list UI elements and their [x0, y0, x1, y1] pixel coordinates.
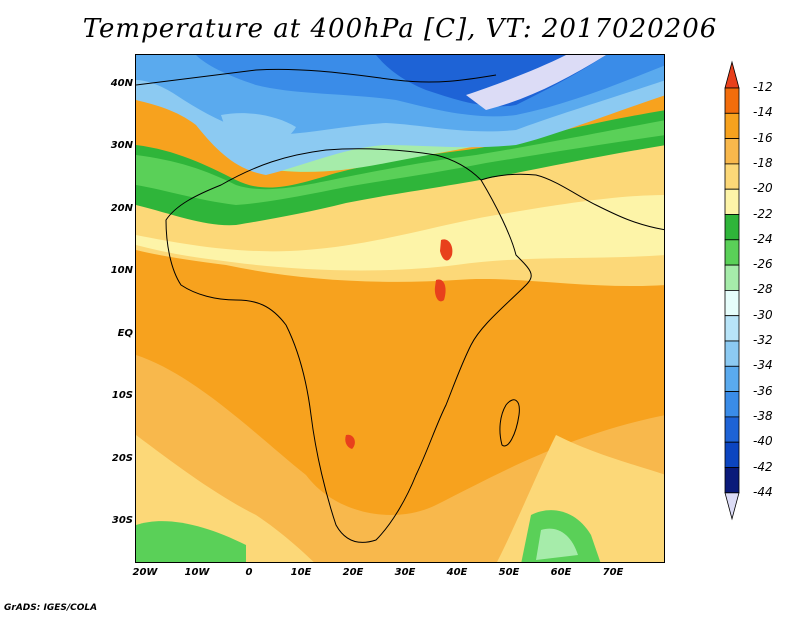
colorbar-max-arrow — [724, 60, 740, 89]
arabia-coast — [480, 173, 664, 231]
colorbar-swatch — [724, 138, 740, 165]
lat-label-30s: 30S — [111, 515, 133, 526]
colorbar — [724, 60, 740, 521]
lon-label-0: 0 — [245, 567, 253, 578]
map-title: Temperature at 400hPa [C], VT: 201702020… — [82, 14, 718, 44]
colorbar-min-arrow — [724, 492, 740, 521]
north-pale-band — [136, 195, 664, 271]
lat-label-10n: 10N — [110, 265, 133, 276]
lon-label-50e: 50E — [498, 567, 520, 578]
coastlines — [136, 68, 664, 543]
lat-label-40n: 40N — [110, 78, 133, 89]
footer-credit: GrADS: IGES/COLA — [4, 603, 98, 613]
colorbar-level-label: -26 — [753, 257, 773, 272]
temperature-map — [135, 54, 665, 563]
lon-label-20e: 20E — [342, 567, 364, 578]
colorbar-level-label: -18 — [753, 155, 773, 170]
lon-label-10w: 10W — [184, 567, 210, 578]
sw-green-patch — [136, 521, 246, 562]
colorbar-level-label: -20 — [753, 181, 773, 196]
colorbar-level-label: -32 — [753, 333, 773, 347]
lon-label-30e: 30E — [394, 567, 416, 578]
colorbar-swatch — [724, 340, 740, 367]
lat-label-eq: EQ — [117, 328, 133, 339]
colorbar-level-label: -22 — [753, 206, 773, 221]
coldest-core — [466, 55, 606, 110]
lat-label-20s: 20S — [111, 453, 133, 464]
lat-label-30n: 30N — [110, 140, 133, 151]
colorbar-swatch — [724, 289, 740, 317]
colorbar-swatch — [724, 87, 740, 114]
colorbar-swatch — [724, 441, 740, 468]
colorbar-level-label: -34 — [753, 358, 773, 373]
europe-coast — [136, 68, 497, 86]
temperature-field — [136, 55, 664, 562]
colorbar-level-label: -40 — [753, 434, 773, 449]
colorbar-level-label: -28 — [753, 282, 773, 297]
colorbar-level-label: -14 — [753, 105, 773, 120]
colorbar-level-label: -24 — [753, 231, 773, 246]
lat-label-10s: 10S — [111, 390, 133, 401]
colorbar-level-label: -16 — [753, 130, 773, 145]
hot-spot-south — [345, 434, 355, 449]
colorbar-swatch — [724, 188, 740, 215]
colorbar-level-label: -30 — [753, 307, 773, 322]
sahara-blue-patch — [221, 113, 296, 149]
colorbar-swatch — [724, 315, 740, 342]
colorbar-swatch — [724, 264, 740, 291]
colorbar-swatch — [724, 239, 740, 266]
colorbar-level-label: -36 — [753, 383, 773, 398]
colorbar-swatch — [724, 365, 740, 392]
lat-label-20n: 20N — [110, 203, 133, 214]
colorbar-swatch — [724, 467, 740, 494]
colorbar-swatch — [724, 163, 740, 190]
colorbar-swatch — [724, 391, 740, 418]
lon-label-60e: 60E — [550, 567, 572, 578]
colorbar-swatch — [724, 416, 740, 443]
colorbar-level-label: -42 — [753, 459, 773, 474]
hot-spot-ethiopia — [440, 239, 453, 261]
africa-coast — [165, 148, 532, 543]
lon-label-40e: 40E — [446, 567, 468, 578]
colorbar-level-label: -38 — [753, 408, 773, 423]
colorbar-level-label: -12 — [753, 80, 773, 94]
lon-label-10e: 10E — [290, 567, 312, 578]
lon-label-20w: 20W — [132, 567, 158, 578]
lon-label-70e: 70E — [602, 567, 624, 578]
colorbar-level-label: -44 — [753, 484, 773, 499]
madagascar-coast — [499, 399, 520, 447]
hot-spot-east-africa — [434, 279, 446, 302]
colorbar-swatch — [724, 112, 740, 139]
colorbar-swatch — [724, 214, 740, 241]
se-light-green-patch — [536, 528, 578, 560]
